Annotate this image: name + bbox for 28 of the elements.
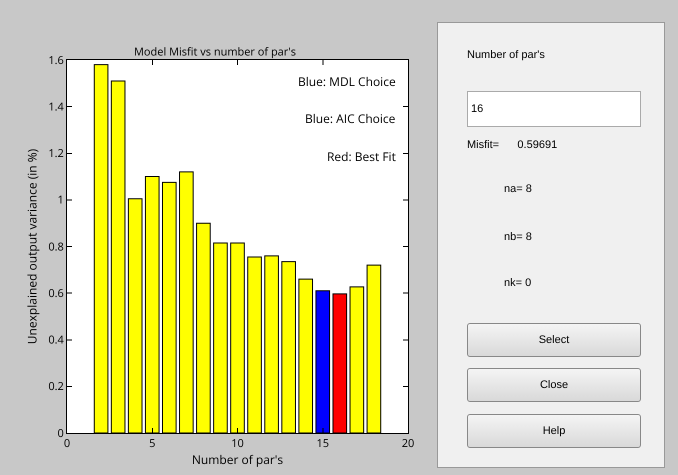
x-axis-title: Number of par's xyxy=(192,451,284,468)
x-tick-label: 10 xyxy=(231,436,244,452)
button: Close xyxy=(467,368,641,402)
y-tick-label: 1.4 xyxy=(48,99,65,114)
y-tick-label: 0.2 xyxy=(48,379,64,394)
text: Misfit= 0.59691 xyxy=(467,139,558,151)
y-tick-label: 0.8 xyxy=(48,239,64,254)
y-tick-label: 1.2 xyxy=(48,146,64,162)
text: na= 8 xyxy=(504,183,532,195)
y-tick-label: 0.4 xyxy=(48,332,65,348)
text: Number of par's xyxy=(467,49,545,61)
text: nb= 8 xyxy=(504,231,532,243)
button: Help xyxy=(467,414,641,448)
y-tick-label: 0.6 xyxy=(48,286,64,301)
y-axis-title: Unexplained output variance (in %) xyxy=(24,148,41,344)
x-tick-label: 5 xyxy=(149,436,156,452)
y-tick-label: 1 xyxy=(58,192,64,208)
annotation: Blue: MDL Choice xyxy=(298,73,396,90)
y-tick-label: 1.6 xyxy=(48,52,64,68)
x-tick-label: 15 xyxy=(316,436,330,452)
annotation: Blue: AIC Choice xyxy=(305,110,396,127)
annotation: Red: Best Fit xyxy=(327,148,396,165)
y-tick-label: 0 xyxy=(58,426,64,441)
text: nk= 0 xyxy=(504,277,532,289)
text-field: 16 xyxy=(467,91,641,127)
chart-title: Model Misfit vs number of par's xyxy=(134,44,296,60)
x-tick-label: 20 xyxy=(402,436,414,452)
button: Select xyxy=(467,323,641,357)
